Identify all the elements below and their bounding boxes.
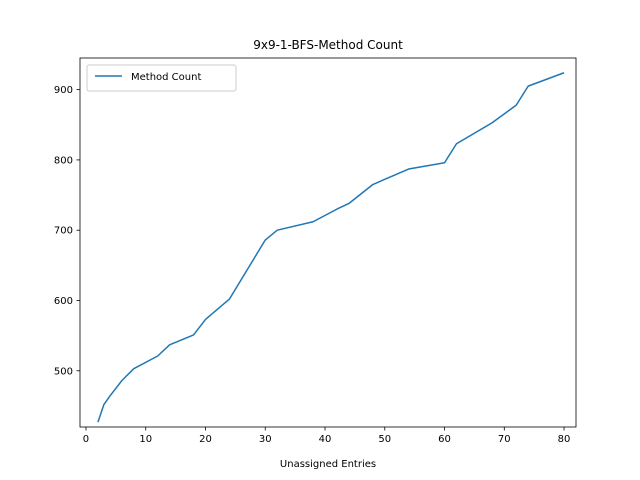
y-tick-label: 500 — [54, 366, 73, 377]
plot-area — [97, 72, 565, 423]
chart-title: 9x9-1-BFS-Method Count — [253, 38, 403, 52]
x-tick-label: 20 — [199, 434, 212, 445]
x-tick-label: 30 — [259, 434, 272, 445]
x-tick-label: 40 — [319, 434, 332, 445]
y-tick-label: 600 — [54, 296, 73, 307]
y-tick-label: 700 — [54, 226, 73, 237]
x-tick-label: 0 — [83, 434, 89, 445]
axes-frame — [79, 57, 577, 428]
legend-label-method-count: Method Count — [131, 72, 201, 83]
y-axis-ticks: 500 600 700 800 900 — [54, 85, 80, 377]
legend: Method Count — [86, 64, 237, 92]
y-tick-label: 900 — [54, 85, 73, 96]
x-axis-label: Unassigned Entries — [280, 459, 376, 470]
series-line-method-count — [97, 72, 565, 423]
x-tick-label: 60 — [438, 434, 451, 445]
x-tick-label: 70 — [498, 434, 511, 445]
y-tick-label: 800 — [54, 155, 73, 166]
legend-box — [86, 64, 237, 92]
x-tick-label: 50 — [378, 434, 391, 445]
x-tick-label: 80 — [558, 434, 571, 445]
x-tick-label: 10 — [139, 434, 152, 445]
x-axis-ticks: 0 10 20 30 40 50 60 70 80 — [83, 427, 571, 445]
